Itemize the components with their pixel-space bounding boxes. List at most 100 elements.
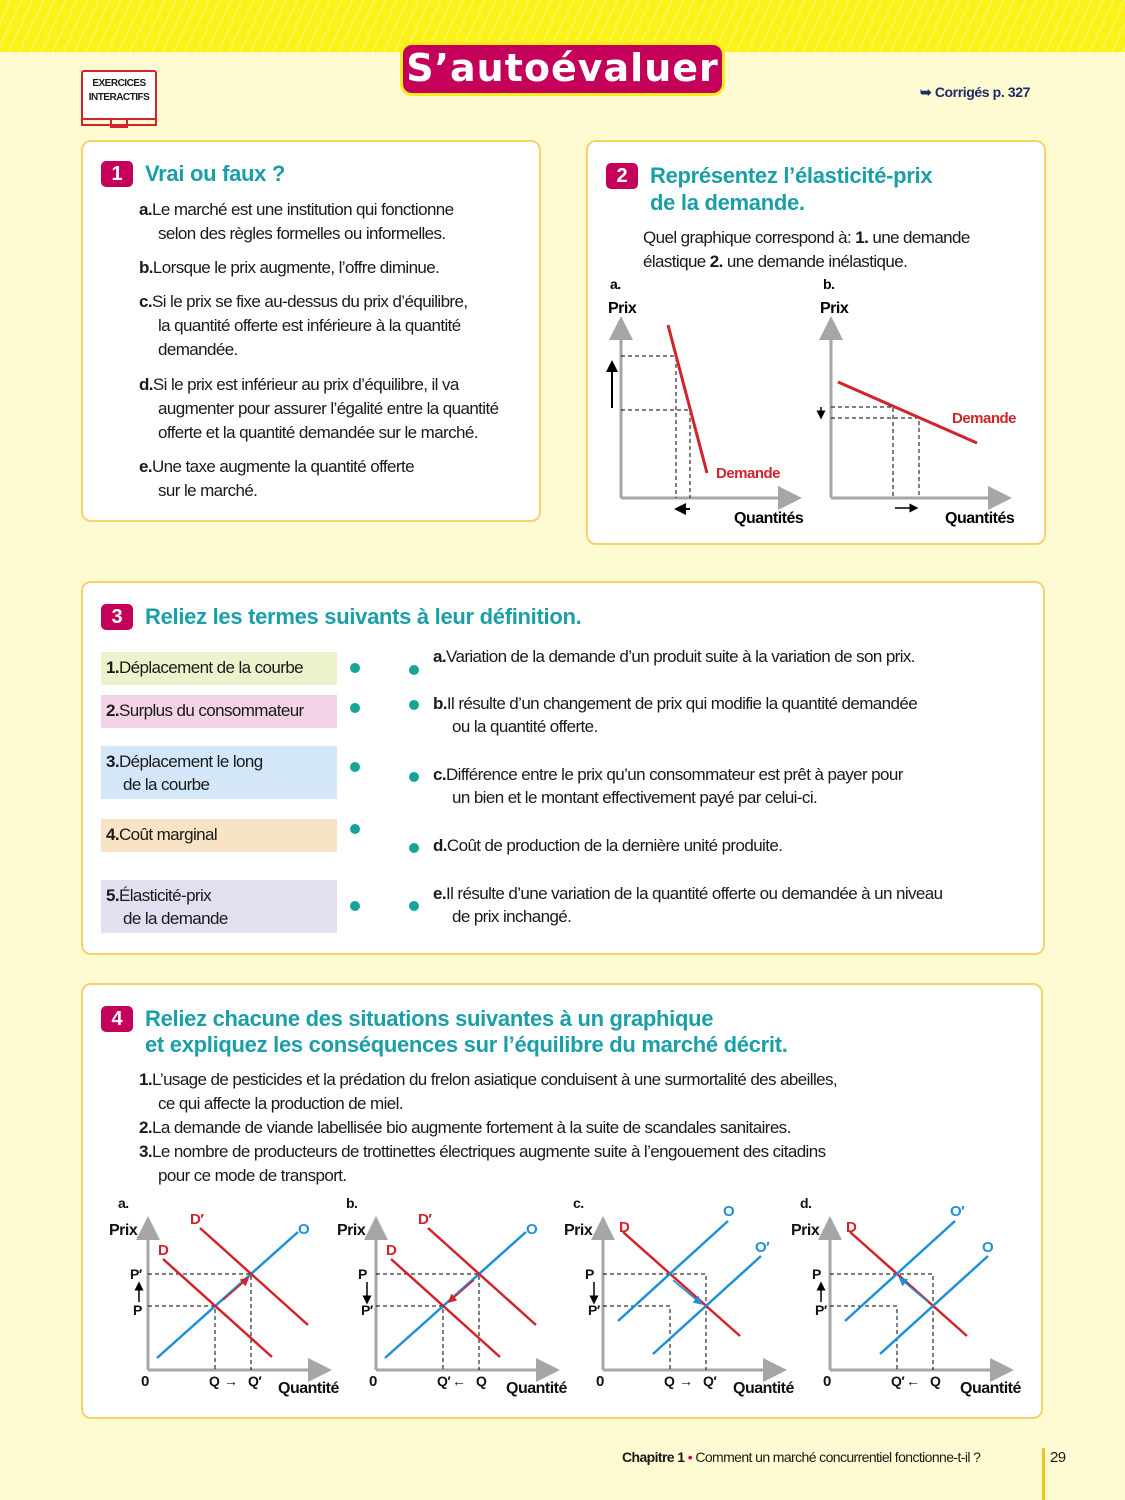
match-dot-term[interactable] — [350, 762, 360, 772]
match-dot-definition[interactable] — [409, 843, 419, 853]
definition-text: Différence entre le prix qu’un consommat… — [445, 765, 903, 784]
definition-line: a.Variation de la demande d’un produit s… — [433, 645, 916, 669]
x-axis-label: Quantité — [278, 1380, 339, 1397]
statement-line: b.Lorsque le prix augmente, l’offre dimi… — [139, 256, 440, 280]
statement-letter: a. — [139, 200, 153, 219]
term-line: 5.Élasticité-prix — [106, 884, 332, 907]
curve-label: Demande — [952, 410, 1016, 427]
term-line: 2.Surplus du consommateur — [106, 699, 332, 722]
match-dot-term[interactable] — [350, 901, 360, 911]
exercise-title: et expliquez les conséquences sur l’équi… — [145, 1032, 788, 1057]
exercise-title: Représentez l’élasticité-prix — [650, 163, 933, 188]
statement-text: la quantité offerte est inférieure à la … — [158, 316, 461, 335]
term-3: 3.Déplacement le long de la courbe — [101, 746, 337, 799]
statement-line: offerte et la quantité demandée sur le m… — [158, 421, 478, 445]
origin-label: 0 — [823, 1373, 831, 1390]
demand-curve-shifted — [199, 1227, 309, 1326]
statement-letter: b. — [139, 258, 154, 277]
quantity-label-left: Q′ — [891, 1373, 905, 1389]
price-label-top: P — [585, 1266, 594, 1282]
statement-text: Une taxe augmente la quantité offerte — [151, 457, 415, 476]
situation-text: L’usage de pesticides et la prédation du… — [151, 1070, 838, 1089]
term-line: de la demande — [106, 907, 332, 930]
exercise-title: de la demande. — [650, 190, 805, 215]
graph-c: c. Prix 0 P P′ Q → Q′ Quantité D O O′ — [564, 1195, 795, 1397]
match-dot-definition[interactable] — [409, 901, 419, 911]
supply-label: O — [526, 1221, 538, 1238]
statement-line: e.Une taxe augmente la quantité offerte — [139, 455, 415, 479]
term-number: 3. — [106, 752, 120, 771]
equilibrium-arrow — [672, 1279, 703, 1305]
demand-curve — [666, 324, 709, 474]
term-text: Déplacement de la courbe — [118, 658, 304, 677]
supply-curve — [617, 1220, 729, 1322]
definition-line: c.Différence entre le prix qu’un consomm… — [433, 763, 903, 787]
definition-letter: b. — [433, 694, 448, 713]
match-dot-term[interactable] — [350, 663, 360, 673]
footer-divider — [1042, 1448, 1045, 1500]
x-axis-label: Quantités — [734, 510, 804, 527]
demand-curve — [162, 1258, 273, 1358]
term-text: de la courbe — [123, 775, 210, 794]
x-axis-label: Quantités — [945, 510, 1015, 527]
statement-text: offerte et la quantité demandée sur le m… — [158, 423, 478, 442]
y-axis-label: Prix — [608, 300, 637, 317]
term-2: 2.Surplus du consommateur — [101, 695, 337, 728]
term-line: 1.Déplacement de la courbe — [106, 656, 332, 679]
statement-text: Lorsque le prix augmente, l’offre diminu… — [152, 258, 440, 277]
statement-letter: e. — [139, 457, 153, 476]
y-axis-label: Prix — [337, 1222, 366, 1239]
demand-curve — [837, 380, 978, 445]
quantity-label-right: Q — [476, 1373, 487, 1389]
price-label-bottom: P′ — [361, 1302, 374, 1318]
supply-label: O — [298, 1221, 310, 1238]
elasticity-graphs: a. Prix Demande Quantités b. Prix Demand… — [606, 276, 1017, 527]
monitor-base — [81, 118, 157, 126]
statement-line: a.Le marché est une institution qui fonc… — [139, 198, 454, 222]
term-number: 5. — [106, 886, 120, 905]
definition-text: ou la quantité offerte. — [452, 717, 598, 736]
match-dot-definition[interactable] — [409, 772, 419, 782]
equilibrium-arrow — [222, 1277, 250, 1301]
supply-label: O — [723, 1203, 735, 1220]
supply-label: O — [982, 1239, 994, 1256]
term-text: Surplus du consommateur — [118, 701, 304, 720]
interactive-exercises-icon[interactable]: EXERCICES INTERACTIFS — [81, 70, 157, 126]
y-axis-label: Prix — [820, 300, 849, 317]
situation-number: 2. — [139, 1118, 153, 1137]
statement-text: demandée. — [158, 340, 238, 359]
situation-text: pour ce mode de transport. — [158, 1166, 347, 1185]
statement-line: augmenter pour assurer l’égalité entre l… — [158, 397, 499, 421]
match-dot-definition[interactable] — [409, 665, 419, 675]
supply-curve-shifted — [652, 1255, 762, 1355]
definition-letter: d. — [433, 836, 448, 855]
graph-label: b. — [346, 1195, 357, 1211]
demand-curve-shifted — [427, 1227, 537, 1326]
match-dot-term[interactable] — [350, 703, 360, 713]
statement-text: Si le prix est inférieur au prix d’équil… — [152, 375, 459, 394]
exercise-2-box — [586, 140, 1046, 545]
dashed-guides — [603, 1273, 707, 1370]
demand-curve — [622, 1231, 741, 1337]
demand-label: D — [846, 1219, 857, 1236]
statement-text: selon des règles formelles ou informelle… — [158, 224, 446, 243]
exercise-4-box — [81, 983, 1043, 1419]
definition-text: Variation de la demande d’un produit sui… — [445, 647, 916, 666]
definition-text: Il résulte d’un changement de prix qui m… — [446, 694, 918, 713]
graph-a: a. Prix Demande Quantités — [606, 276, 804, 527]
quantity-arrow: → — [224, 1373, 238, 1389]
term-line: 4.Coût marginal — [106, 823, 332, 846]
match-dot-term[interactable] — [350, 824, 360, 834]
demand-curve — [390, 1258, 501, 1358]
origin-label: 0 — [369, 1373, 377, 1390]
graph-b: b. Prix Demande Quantités — [816, 276, 1017, 527]
match-dot-definition[interactable] — [409, 700, 419, 710]
statement-line: c.Si le prix se fixe au-dessus du prix d… — [139, 290, 468, 314]
page-title: S’autoévaluer — [400, 42, 725, 96]
footer: Chapitre 1 • Comment un marché concurren… — [622, 1449, 981, 1465]
term-number: 4. — [106, 825, 120, 844]
y-axis-label: Prix — [791, 1222, 820, 1239]
corrections-link[interactable]: ➥ Corrigés p. 327 — [920, 84, 1030, 100]
term-5: 5.Élasticité-prix de la demande — [101, 880, 337, 933]
